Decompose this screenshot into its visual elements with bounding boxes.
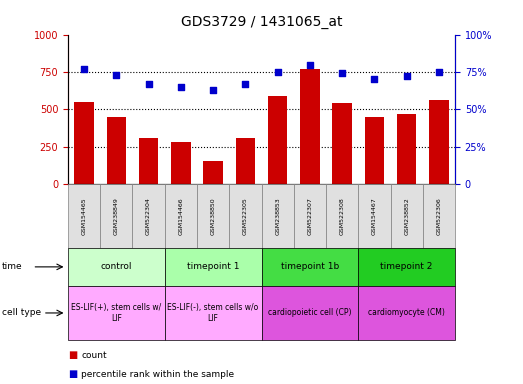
Bar <box>429 100 449 184</box>
Text: timepoint 2: timepoint 2 <box>380 262 433 271</box>
Text: ES-LIF(+), stem cells w/
LIF: ES-LIF(+), stem cells w/ LIF <box>71 303 162 323</box>
Text: GSM154467: GSM154467 <box>372 197 377 235</box>
Bar <box>236 138 255 184</box>
Bar <box>397 114 416 184</box>
Text: GSM154465: GSM154465 <box>82 197 87 235</box>
Text: GSM522306: GSM522306 <box>436 197 441 235</box>
Text: control: control <box>100 262 132 271</box>
Text: ■: ■ <box>68 350 77 360</box>
Point <box>338 70 346 76</box>
Bar <box>171 142 190 184</box>
Text: cell type: cell type <box>2 308 41 318</box>
Bar <box>139 138 158 184</box>
Text: timepoint 1: timepoint 1 <box>187 262 240 271</box>
Text: cardiopoietic cell (CP): cardiopoietic cell (CP) <box>268 308 351 318</box>
Text: percentile rank within the sample: percentile rank within the sample <box>81 370 234 379</box>
Point <box>177 84 185 90</box>
Point <box>305 61 314 68</box>
Text: GSM154466: GSM154466 <box>178 197 184 235</box>
Point <box>241 81 249 87</box>
Text: ■: ■ <box>68 369 77 379</box>
Text: GSM522304: GSM522304 <box>146 197 151 235</box>
Text: GSM238849: GSM238849 <box>114 197 119 235</box>
Bar <box>365 117 384 184</box>
Bar <box>333 103 352 184</box>
Bar <box>268 96 287 184</box>
Text: GSM522305: GSM522305 <box>243 197 248 235</box>
Point <box>435 69 443 75</box>
Text: GSM238850: GSM238850 <box>211 197 215 235</box>
Text: GSM238853: GSM238853 <box>275 197 280 235</box>
Text: GSM522308: GSM522308 <box>339 197 345 235</box>
Text: cardiomyocyte (CM): cardiomyocyte (CM) <box>368 308 445 318</box>
Point <box>144 81 153 87</box>
Text: GSM522307: GSM522307 <box>308 197 312 235</box>
Point <box>209 87 218 93</box>
Point <box>370 76 379 83</box>
Point <box>403 73 411 79</box>
Text: GSM238852: GSM238852 <box>404 197 409 235</box>
Bar <box>300 69 320 184</box>
Text: GDS3729 / 1431065_at: GDS3729 / 1431065_at <box>181 15 342 29</box>
Text: ES-LIF(-), stem cells w/o
LIF: ES-LIF(-), stem cells w/o LIF <box>167 303 259 323</box>
Point <box>112 72 120 78</box>
Point <box>274 69 282 75</box>
Text: time: time <box>2 262 22 271</box>
Bar <box>107 117 126 184</box>
Text: count: count <box>81 351 107 360</box>
Bar <box>74 102 94 184</box>
Text: timepoint 1b: timepoint 1b <box>281 262 339 271</box>
Point <box>80 66 88 72</box>
Bar <box>203 161 223 184</box>
